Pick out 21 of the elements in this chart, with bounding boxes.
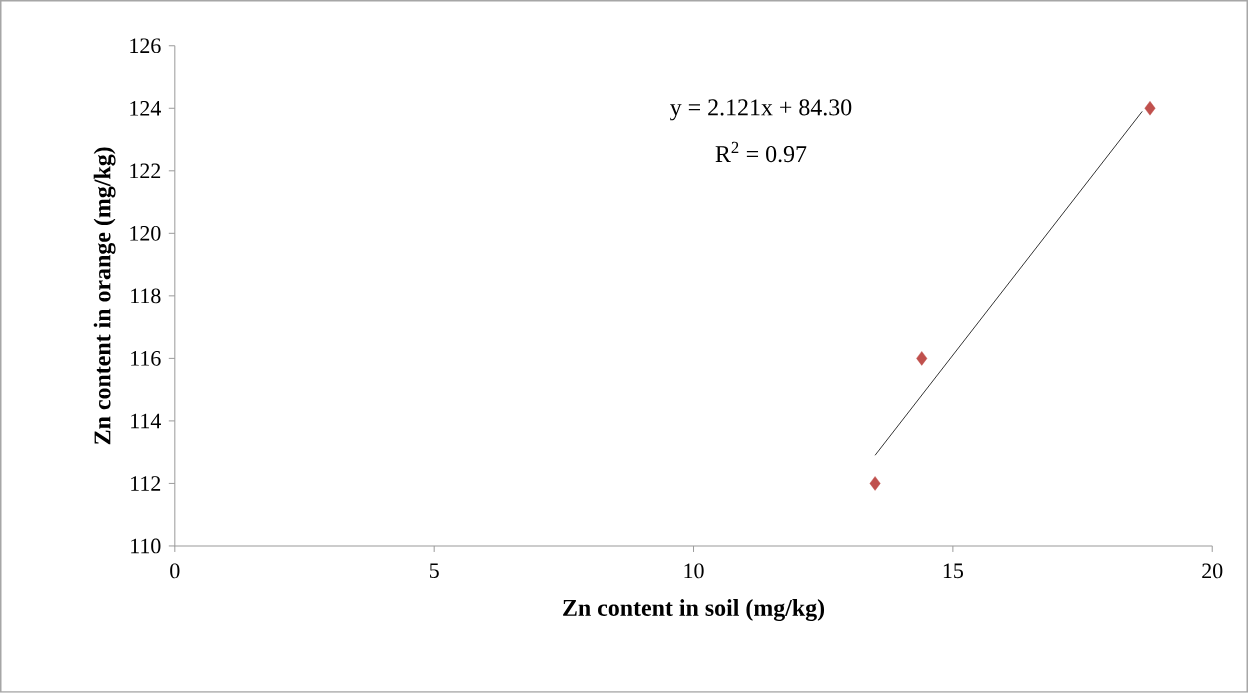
y-tick-label: 120 — [130, 226, 161, 241]
y-tick-label: 114 — [131, 413, 161, 429]
y-tick-label: 124 — [130, 101, 161, 116]
y-tick-label: 112 — [131, 476, 161, 491]
x-tick-label: 5 — [429, 563, 439, 579]
x-tick-label: 20 — [1202, 563, 1223, 579]
annotation: y = 2.121x + 84.30 — [670, 99, 852, 121]
point — [1144, 101, 1156, 116]
x-axis-title: Zn content in soil (mg/kg) — [563, 599, 825, 622]
point — [869, 476, 881, 491]
y-tick-label: 126 — [130, 38, 161, 54]
point — [916, 351, 928, 366]
x-tick-label: 15 — [943, 563, 963, 579]
x-tick-label: 0 — [170, 563, 180, 579]
annotation: R$^{2}$ = 0.97 — [715, 141, 807, 163]
y-tick-label: 116 — [131, 351, 161, 366]
y-tick-label: 110 — [131, 538, 161, 554]
y-axis-title: Zn content in orange (mg/kg) — [93, 147, 116, 445]
y-tick-label: 122 — [130, 163, 161, 179]
y-tick-label: 118 — [131, 288, 161, 304]
x-tick-label: 10 — [684, 563, 704, 579]
